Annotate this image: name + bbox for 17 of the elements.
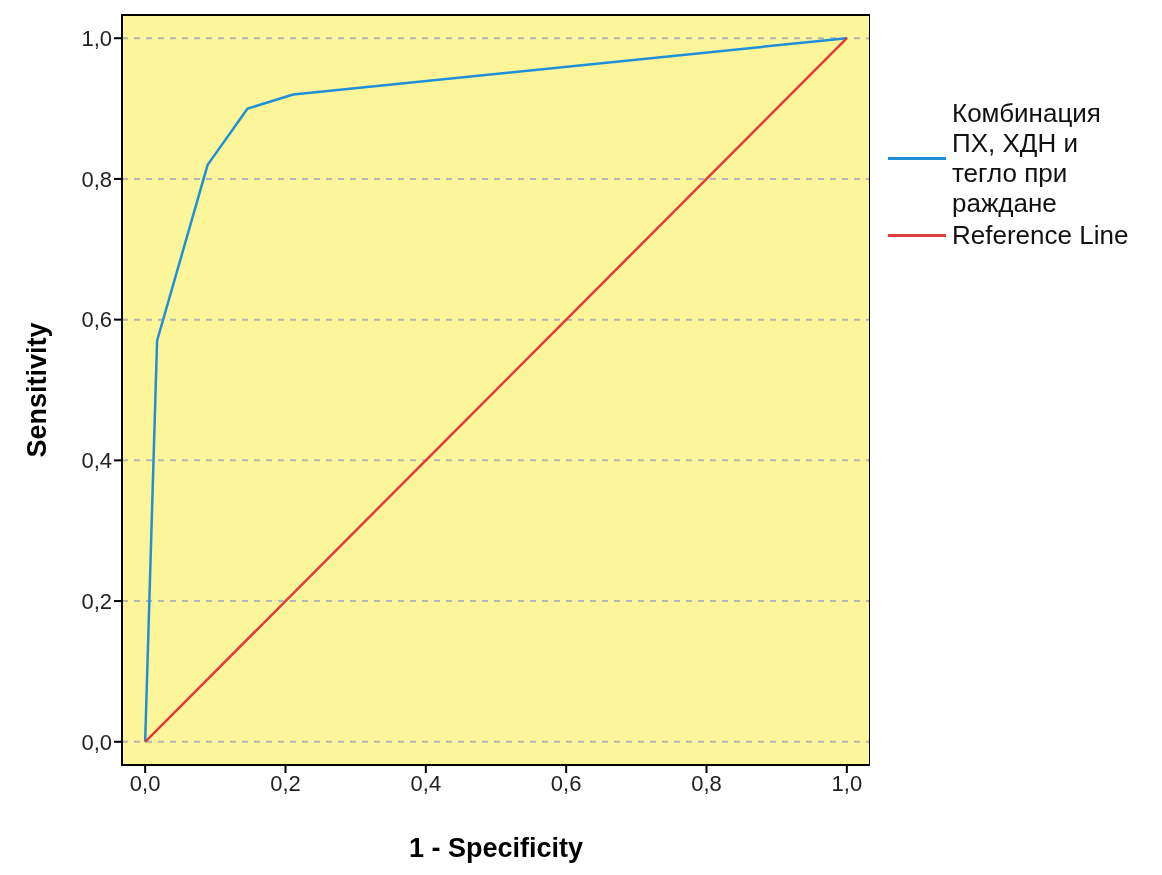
x-tick-label: 0,8: [691, 770, 722, 796]
legend-label: Reference Line: [952, 220, 1130, 250]
y-tick-label: 0,6: [81, 307, 112, 333]
y-tick-label: 1,0: [81, 26, 112, 52]
y-tick-label: 0,2: [81, 588, 112, 614]
x-tick-label: 0,2: [270, 770, 301, 796]
x-axis-title: 1 - Specificity: [408, 833, 584, 863]
legend-label: Комбинация ПХ, ХДН и тегло при раждане: [952, 98, 1102, 218]
x-tick-label: 0,0: [129, 770, 161, 796]
y-tick-label: 0,4: [81, 448, 112, 474]
x-tick-label: 1,0: [831, 770, 863, 796]
x-tick-label: 0,4: [410, 770, 442, 796]
line-series: [143, 36, 849, 744]
y-axis-title: Sensitivity: [21, 322, 52, 458]
y-tick-label: 0,0: [81, 729, 112, 755]
x-tick-label: 0,6: [550, 770, 582, 796]
y-tick-label: 0,8: [81, 166, 112, 192]
